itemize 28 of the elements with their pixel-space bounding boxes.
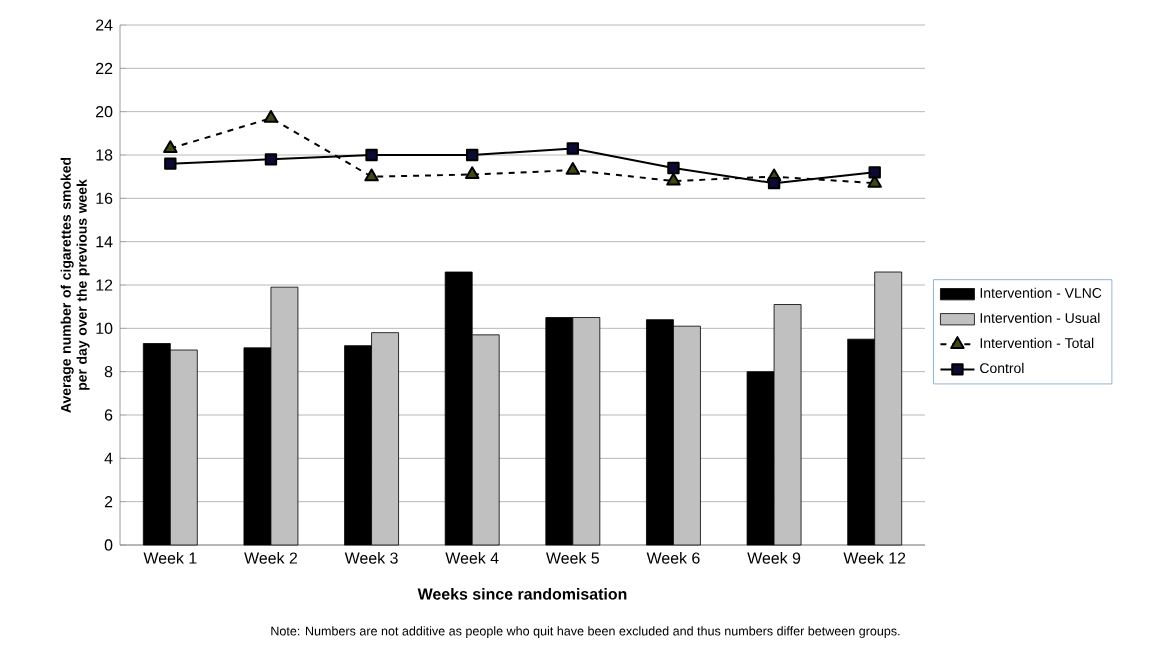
x-tick-label: Week 4 <box>445 552 499 564</box>
legend-label: Intervention - Usual <box>980 312 1100 323</box>
y-tick-label: 24 <box>96 19 113 31</box>
y-tick-label: 22 <box>96 62 113 74</box>
y-tick-label: 6 <box>104 409 113 421</box>
y-tick-label: 12 <box>96 279 113 291</box>
text: Note: Numbers are not additive as people who quit have been excluded and thus numbers differ between groups. <box>271 626 900 638</box>
x-tick-label: Week 12 <box>843 552 906 564</box>
y-tick-label: 0 <box>104 539 113 551</box>
x-tick-label: Week 3 <box>344 552 398 564</box>
y-tick-label: 18 <box>96 149 113 161</box>
x-tick-label: Week 6 <box>646 552 700 564</box>
x-tick-label: Week 5 <box>546 552 600 564</box>
legend-label: Intervention - Total <box>980 337 1094 349</box>
x-axis-title: Weeks since randomisation <box>417 588 627 600</box>
x-tick-label: Week 9 <box>747 552 801 564</box>
y-tick-label: 10 <box>96 322 113 334</box>
legend-label: Control <box>980 362 1024 374</box>
legend-label: Intervention - VLNC <box>980 287 1102 298</box>
y-tick-label: 8 <box>104 366 113 378</box>
y-tick-label: 14 <box>96 236 113 248</box>
y-tick-label: 4 <box>104 452 113 464</box>
y-tick-label: 2 <box>104 496 113 508</box>
x-tick-label: Week 2 <box>244 552 298 564</box>
y-axis-title: Average number of cigarettes smoked per day over the previous week <box>60 157 90 413</box>
y-tick-label: 16 <box>96 192 113 204</box>
x-tick-label: Week 1 <box>143 552 197 564</box>
y-tick-label: 20 <box>96 106 113 118</box>
